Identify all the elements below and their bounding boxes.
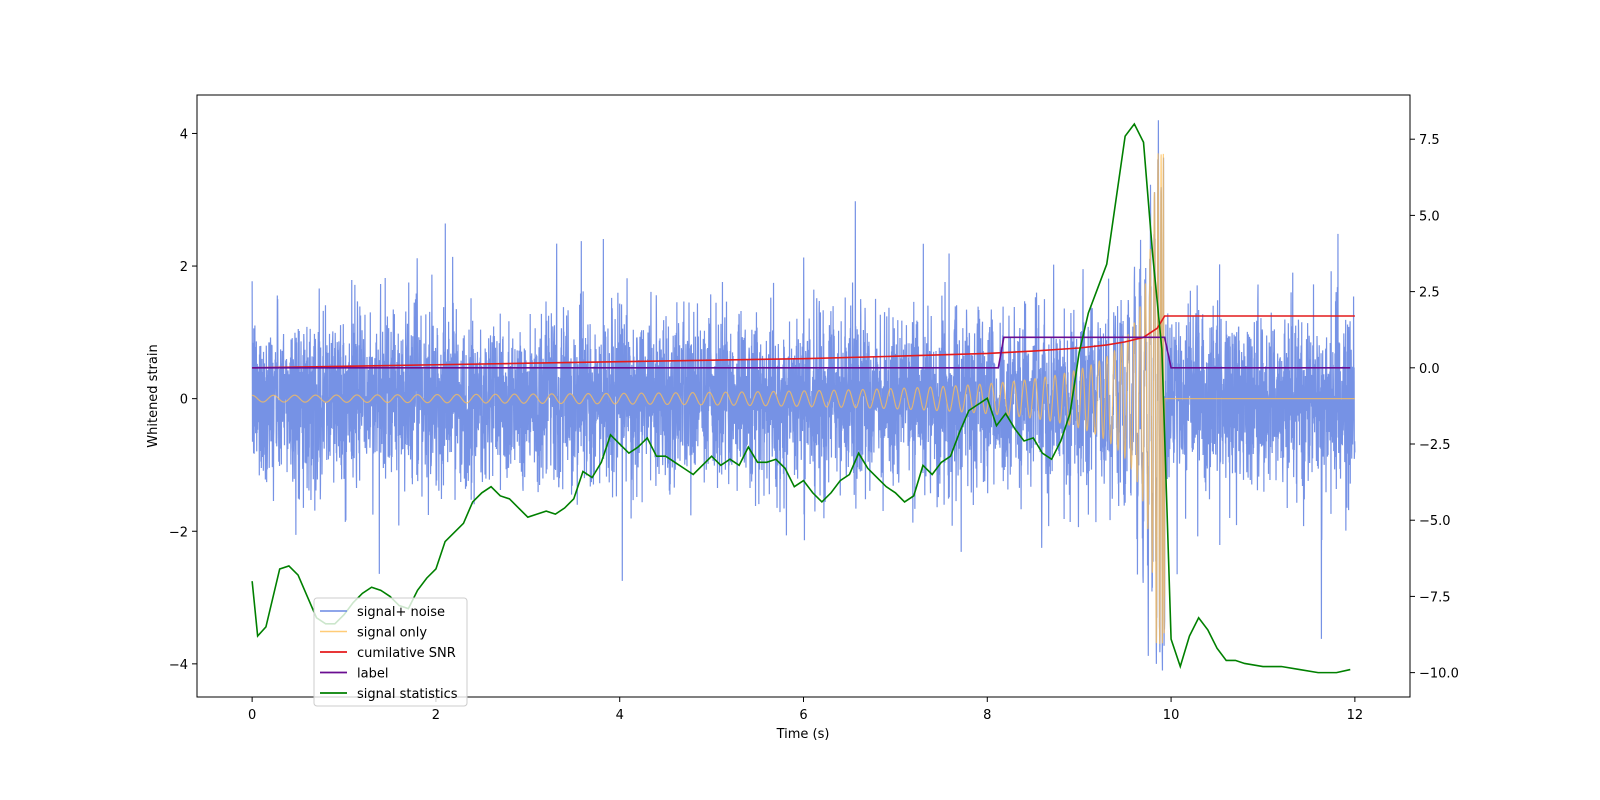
y-axis-label: Whitened strain (146, 344, 161, 447)
x-tick-label: 2 (432, 708, 440, 723)
series-cumilative-snr-line (252, 315, 1355, 369)
series-signal-only-line (252, 153, 1355, 644)
legend-box (313, 597, 468, 707)
y2-tick-label: −10.0 (1419, 667, 1459, 682)
x-tick-label: 4 (616, 708, 624, 723)
legend: signal+ noise signal only cumilative SNR la… (313, 597, 468, 707)
x-tick-label: 0 (248, 708, 256, 723)
legend-entries: signal+ noise signal only cumilative SNR la… (320, 605, 458, 702)
x-tick-label: 12 (1347, 708, 1364, 723)
plot-area (196, 94, 1411, 698)
y2-tick-label: 0.0 (1419, 362, 1440, 377)
y2-tick-label: 2.5 (1419, 286, 1440, 301)
legend-label: signal statistics (357, 687, 458, 702)
y-axis-right: −10.0 −7.5 −5.0 −2.5 0.0 2.5 5.0 7.5 (1410, 133, 1459, 682)
series-signal-statistics-line (251, 122, 1351, 674)
y2-tick-label: 7.5 (1419, 133, 1440, 148)
series-label-line (252, 336, 1351, 369)
y-tick-label: 2 (180, 260, 188, 275)
y-tick-label: −4 (169, 658, 188, 673)
series-signal-noise-line (251, 120, 1356, 671)
x-axis-label: Time (s) (776, 727, 830, 742)
y-tick-label: 0 (180, 393, 188, 408)
x-tick-label: 8 (983, 708, 991, 723)
legend-label: label (357, 667, 388, 682)
legend-label: signal only (357, 626, 427, 641)
y-tick-label: −2 (169, 525, 188, 540)
y2-tick-label: −2.5 (1419, 438, 1451, 453)
y2-tick-label: −7.5 (1419, 590, 1451, 605)
y2-tick-label: −5.0 (1419, 514, 1451, 529)
legend-label: signal+ noise (357, 605, 445, 620)
y-tick-label: 4 (180, 127, 188, 142)
y2-tick-label: 5.0 (1419, 209, 1440, 224)
x-tick-label: 6 (799, 708, 807, 723)
series-layer (251, 120, 1356, 674)
legend-label: cumilative SNR (357, 646, 456, 661)
x-tick-label: 10 (1163, 708, 1180, 723)
y-axis-left: −4 −2 0 2 4 (169, 127, 197, 673)
